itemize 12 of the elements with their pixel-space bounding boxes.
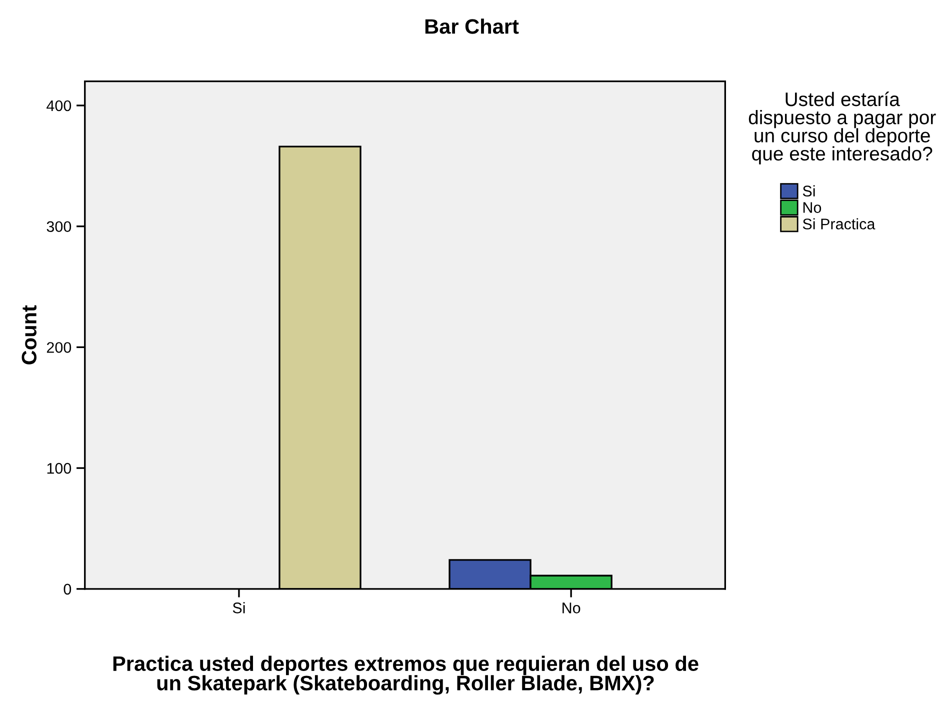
legend-title: Usted estaría dispuesto a pagar por un curso del deporte que este interesado? [748, 92, 936, 164]
chart-title: Bar Chart [425, 18, 519, 34]
y-tick-label: 400 [46, 100, 72, 112]
legend-label: Si Practica [802, 218, 876, 230]
x-axis-title: Practica usted deportes extremos que requieran del uso de un Skatepark (Skateboarding, Roller Blade, BMX)? [113, 656, 698, 695]
y-tick-label: 300 [46, 221, 72, 232]
y-tick-label: 100 [47, 462, 72, 474]
y-axis-title: Count [22, 305, 37, 364]
legend-label: No [803, 202, 822, 213]
y-tick-label: 200 [46, 342, 72, 353]
legend-label: Si [802, 185, 815, 196]
y-tick-label: 0 [64, 584, 72, 595]
